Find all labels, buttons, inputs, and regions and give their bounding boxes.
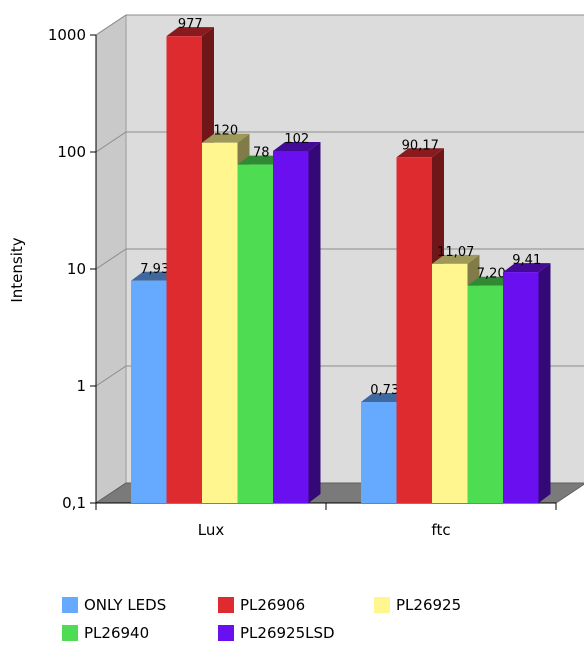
gridline-side (95, 14, 127, 36)
legend-item: PL26925LSD (218, 624, 335, 642)
y-tick-label: 100 (57, 143, 86, 161)
bar-front (273, 150, 309, 503)
gridline-side (95, 131, 127, 153)
data-label: 102 (284, 132, 309, 147)
legend-label: ONLY LEDS (84, 596, 167, 614)
data-label: 120 (213, 124, 238, 139)
legend-label: PL26925 (396, 596, 462, 614)
x-tick-label: ftc (431, 521, 450, 539)
bar-front (432, 263, 468, 503)
data-label: 7,93 (140, 262, 169, 277)
y-tick-label: 1000 (48, 26, 86, 44)
legend-swatch (218, 625, 234, 641)
bar-front (202, 142, 238, 504)
gridline-side (95, 248, 127, 270)
data-label: 0,73 (370, 383, 399, 398)
legend-label: PL26906 (240, 596, 306, 614)
legend-item: ONLY LEDS (62, 596, 166, 614)
legend-item: PL26940 (62, 624, 149, 642)
bar-top (396, 148, 444, 158)
legend-item: PL26925 (374, 596, 461, 614)
bar-front (503, 272, 539, 503)
data-label: 90,17 (402, 138, 439, 153)
bar (273, 141, 321, 503)
chart-legend: ONLY LEDS PL26906 PL26925 PL26940 PL26925LSD (62, 596, 562, 648)
bar-top (432, 254, 480, 264)
data-label: 9,41 (512, 253, 541, 268)
legend-swatch (374, 597, 390, 613)
legend-label: PL26925LSD (240, 624, 335, 642)
data-label: 11,07 (437, 245, 474, 260)
legend-swatch (62, 597, 78, 613)
bar-front (361, 401, 397, 503)
legend-swatch (218, 597, 234, 613)
bar-front (237, 164, 273, 503)
bar-side (308, 141, 321, 503)
bar-side (538, 263, 551, 503)
bar-front (131, 280, 167, 503)
legend-label: PL26940 (84, 624, 150, 642)
y-tick-label: 0,1 (62, 494, 86, 512)
gridline-side (95, 365, 127, 387)
bar-top (273, 141, 321, 151)
y-tick-label: 1 (76, 377, 86, 395)
bar-front (467, 285, 503, 503)
legend-swatch (62, 625, 78, 641)
data-label: 977 (178, 17, 203, 32)
bar-top (503, 263, 551, 273)
y-tick-label: 10 (67, 260, 86, 278)
bar-top (166, 27, 214, 37)
data-label: 7,20 (477, 267, 506, 282)
bar-front (166, 36, 202, 503)
bar-top (202, 133, 250, 143)
x-tick-label: Lux (198, 521, 225, 539)
data-label: 78 (253, 146, 270, 161)
y-axis-label: Intensity (8, 237, 26, 302)
bar (503, 263, 551, 503)
bar-front (396, 157, 432, 503)
legend-item: PL26906 (218, 596, 305, 614)
